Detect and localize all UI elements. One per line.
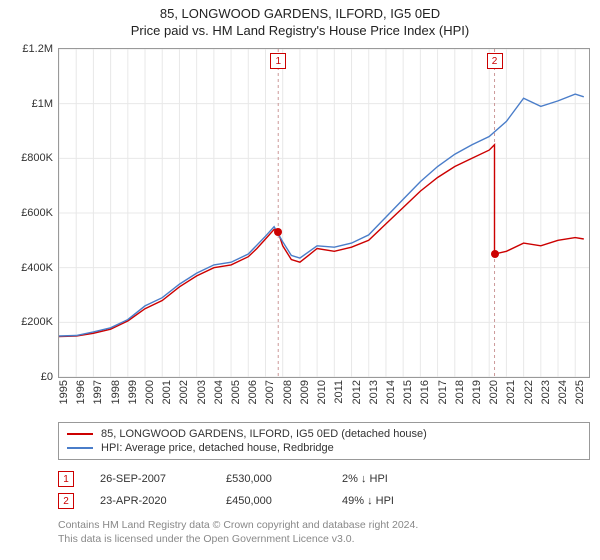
sale-marker-dot bbox=[274, 228, 282, 236]
x-axis-label: 2005 bbox=[230, 380, 242, 404]
chart-title-subtitle: Price paid vs. HM Land Registry's House … bbox=[0, 23, 600, 38]
sale-date: 26-SEP-2007 bbox=[100, 473, 200, 485]
legend-label-hpi: HPI: Average price, detached house, Redb… bbox=[101, 442, 334, 454]
y-axis-label: £200K bbox=[21, 316, 59, 328]
sales-row: 2 23-APR-2020 £450,000 49% ↓ HPI bbox=[58, 490, 590, 512]
x-axis-label: 2006 bbox=[247, 380, 259, 404]
footer-line: This data is licensed under the Open Gov… bbox=[58, 532, 590, 546]
y-axis-label: £1.2M bbox=[22, 43, 59, 55]
x-axis-label: 2014 bbox=[385, 380, 397, 404]
sale-hpi: 2% ↓ HPI bbox=[342, 473, 590, 485]
sale-hpi: 49% ↓ HPI bbox=[342, 495, 590, 507]
x-axis-label: 2007 bbox=[264, 380, 276, 404]
sales-row: 1 26-SEP-2007 £530,000 2% ↓ HPI bbox=[58, 468, 590, 490]
legend-swatch-hpi bbox=[67, 447, 93, 449]
x-axis-label: 1997 bbox=[92, 380, 104, 404]
sale-marker-flag: 1 bbox=[270, 53, 286, 69]
x-axis-label: 1998 bbox=[110, 380, 122, 404]
x-axis-label: 2008 bbox=[282, 380, 294, 404]
x-axis-label: 2025 bbox=[574, 380, 586, 404]
x-axis-label: 2018 bbox=[454, 380, 466, 404]
x-axis-label: 1999 bbox=[127, 380, 139, 404]
sale-date: 23-APR-2020 bbox=[100, 495, 200, 507]
legend-label-property: 85, LONGWOOD GARDENS, ILFORD, IG5 0ED (d… bbox=[101, 428, 427, 440]
y-axis-label: £400K bbox=[21, 262, 59, 274]
x-axis-label: 1996 bbox=[75, 380, 87, 404]
legend-row: HPI: Average price, detached house, Redb… bbox=[67, 441, 581, 455]
x-axis-label: 2023 bbox=[540, 380, 552, 404]
x-axis-label: 2016 bbox=[419, 380, 431, 404]
legend-row: 85, LONGWOOD GARDENS, ILFORD, IG5 0ED (d… bbox=[67, 427, 581, 441]
sale-marker-flag: 2 bbox=[487, 53, 503, 69]
x-axis-label: 2015 bbox=[402, 380, 414, 404]
x-axis-label: 2001 bbox=[161, 380, 173, 404]
x-axis-label: 2011 bbox=[333, 380, 345, 404]
x-axis-label: 2000 bbox=[144, 380, 156, 404]
sale-price: £450,000 bbox=[226, 495, 316, 507]
x-axis-label: 2017 bbox=[437, 380, 449, 404]
y-axis-label: £800K bbox=[21, 152, 59, 164]
x-axis-label: 2013 bbox=[368, 380, 380, 404]
x-axis-label: 2003 bbox=[196, 380, 208, 404]
footer-line: Contains HM Land Registry data © Crown c… bbox=[58, 518, 590, 532]
x-axis-label: 2004 bbox=[213, 380, 225, 404]
sale-number-box: 1 bbox=[58, 471, 74, 487]
legend: 85, LONGWOOD GARDENS, ILFORD, IG5 0ED (d… bbox=[58, 422, 590, 460]
x-axis-label: 2019 bbox=[471, 380, 483, 404]
x-axis-labels: 1995 1996 1997 1998 1999 2000 2001 2002 2003 2004… bbox=[58, 378, 590, 416]
chart-title-address: 85, LONGWOOD GARDENS, ILFORD, IG5 0ED bbox=[0, 6, 600, 21]
x-axis-label: 1995 bbox=[58, 380, 70, 404]
y-axis-label: £0 bbox=[41, 371, 59, 383]
y-axis-label: £1M bbox=[32, 98, 59, 110]
sale-number-box: 2 bbox=[58, 493, 74, 509]
x-axis-label: 2012 bbox=[351, 380, 363, 404]
x-axis-label: 2024 bbox=[557, 380, 569, 404]
x-axis-label: 2009 bbox=[299, 380, 311, 404]
x-axis-label: 2010 bbox=[316, 380, 328, 404]
y-axis-label: £600K bbox=[21, 207, 59, 219]
x-axis-label: 2022 bbox=[523, 380, 535, 404]
sale-price: £530,000 bbox=[226, 473, 316, 485]
footer-attribution: Contains HM Land Registry data © Crown c… bbox=[58, 518, 590, 546]
sales-table: 1 26-SEP-2007 £530,000 2% ↓ HPI 2 23-APR… bbox=[58, 468, 590, 512]
chart-svg bbox=[59, 49, 589, 377]
chart-plot-area: £0£200K£400K£600K£800K£1M£1.2M12 bbox=[58, 48, 590, 378]
x-axis-label: 2020 bbox=[488, 380, 500, 404]
sale-marker-dot bbox=[491, 250, 499, 258]
title-block: 85, LONGWOOD GARDENS, ILFORD, IG5 0ED Pr… bbox=[0, 0, 600, 42]
legend-swatch-property bbox=[67, 433, 93, 435]
x-axis-label: 2021 bbox=[505, 380, 517, 404]
x-axis-label: 2002 bbox=[178, 380, 190, 404]
